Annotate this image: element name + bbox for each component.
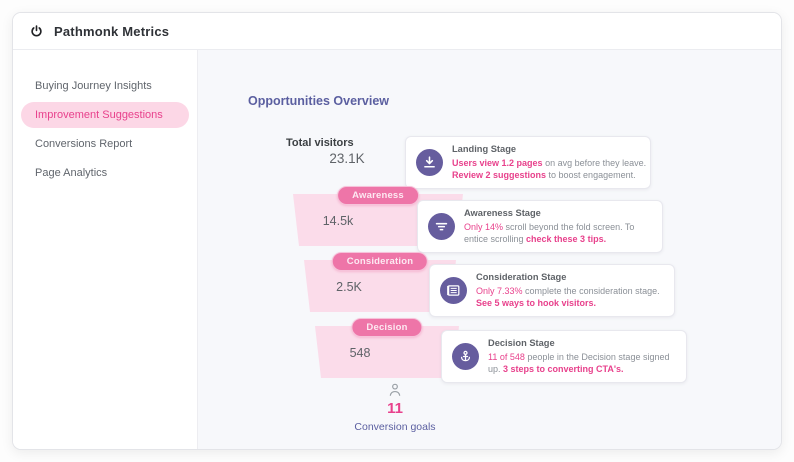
page-title: Opportunities Overview (248, 94, 390, 108)
app-window: Pathmonk Metrics Buying Journey Insights… (12, 12, 782, 450)
tips-link[interactable]: check these 3 tips. (526, 234, 607, 244)
card-title: Awareness Stage (464, 208, 541, 218)
card-title: Landing Stage (452, 144, 517, 154)
app-title: Pathmonk Metrics (54, 23, 170, 39)
pathmonk-logo-icon (29, 24, 44, 39)
decision-value: 548 (349, 346, 371, 360)
awareness-value: 14.5k (322, 214, 354, 228)
list-icon (440, 276, 467, 304)
card-text: complete the consideration stage. (522, 285, 660, 296)
sidebar-item-page-analytics[interactable]: Page Analytics (35, 167, 108, 179)
conversion-goals-value: 11 (387, 400, 403, 417)
sidebar-item-conversions-report[interactable]: Conversions Report (35, 138, 133, 150)
card-line1: Users view 1.2 pages on avg before they … (452, 157, 646, 170)
card-line2: Review 2 suggestions to boost engagement… (452, 169, 640, 182)
consideration-stage-card[interactable]: Consideration Stage Only 7.33% complete … (429, 264, 675, 317)
card-text: on avg before they leave. (542, 157, 647, 168)
suggestions-link[interactable]: Review 2 suggestions (452, 170, 547, 180)
person-icon (386, 381, 404, 399)
card-highlight: Only 14% (464, 221, 504, 232)
sidebar: Buying Journey Insights Improvement Sugg… (13, 50, 198, 449)
decision-badge[interactable]: Decision (351, 318, 423, 337)
total-visitors-label: Total visitors (286, 137, 354, 149)
card-title: Consideration Stage (476, 272, 567, 282)
filter-icon (428, 212, 455, 240)
card-highlight[interactable]: Users view 1.2 pages (452, 157, 543, 168)
card-highlight: Only 7.33% (476, 285, 523, 296)
anchor-icon (452, 342, 479, 370)
conversion-goals-label: Conversion goals (354, 421, 436, 433)
consideration-badge[interactable]: Consideration (331, 252, 429, 271)
card-body: Only 7.33% complete the consideration st… (476, 285, 664, 310)
sidebar-item-buying-journey-insights[interactable]: Buying Journey Insights (35, 80, 152, 92)
card-body: Only 14% scroll beyond the fold screen. … (464, 221, 652, 246)
card-text: people in the Decision stage signed up. (488, 351, 670, 375)
app-header: Pathmonk Metrics (13, 13, 781, 50)
awareness-badge[interactable]: Awareness (337, 186, 419, 205)
converting-ctas-link[interactable]: 3 steps to converting CTA's. (503, 364, 624, 374)
sidebar-item-improvement-suggestions[interactable]: Improvement Suggestions (21, 102, 189, 128)
card-body: 11 of 548 people in the Decision stage s… (488, 351, 676, 376)
main-content: Opportunities Overview Total visitors 23… (198, 50, 781, 449)
decision-stage-card[interactable]: Decision Stage 11 of 548 people in the D… (441, 330, 687, 383)
card-highlight: 11 of 548 (488, 351, 525, 362)
awareness-stage-card[interactable]: Awareness Stage Only 14% scroll beyond t… (417, 200, 663, 253)
download-icon (416, 148, 443, 176)
hook-visitors-link[interactable]: See 5 ways to hook visitors. (476, 298, 597, 308)
card-text: to boost engagement. (546, 170, 636, 180)
consideration-value: 2.5K (336, 280, 362, 294)
card-text: scroll beyond the fold screen. To entice… (464, 221, 635, 245)
landing-stage-card[interactable]: Landing Stage Users view 1.2 pages on av… (405, 136, 651, 189)
card-title: Decision Stage (488, 338, 555, 348)
total-visitors-value: 23.1K (329, 151, 365, 166)
